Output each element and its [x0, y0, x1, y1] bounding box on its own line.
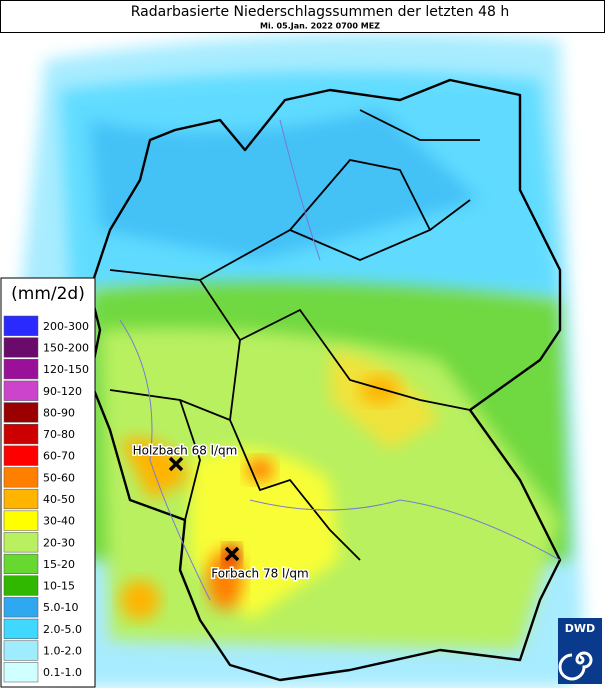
legend-label: 80-90	[43, 406, 75, 419]
legend-swatch	[3, 597, 39, 618]
logo: DWD	[558, 618, 602, 684]
legend-label: 10-15	[43, 580, 75, 593]
legend-title: (mm/2d)	[11, 284, 85, 304]
rivers	[119, 119, 561, 601]
legend-label: 150-200	[43, 341, 89, 354]
legend-label: 2.0-5.0	[43, 623, 82, 636]
legend: (mm/2d) 200-300 150-200 120-150 90-120 80-90…	[0, 277, 96, 688]
legend-swatch	[3, 359, 39, 380]
legend-swatch	[3, 445, 39, 466]
legend-swatch	[3, 662, 39, 683]
annotation-label: Forbach 78 l/qm	[211, 567, 309, 581]
subtitle: Mi. 05.Jan. 2022 0700 MEZ	[260, 22, 380, 31]
legend-label: 15-20	[43, 558, 75, 571]
legend-label: 90-120	[43, 385, 82, 398]
legend-label: 30-40	[43, 515, 75, 528]
legend-swatch	[3, 488, 39, 510]
legend-label: 5.0-10	[43, 601, 78, 614]
title: Radarbasierte Niederschlagssummen der le…	[131, 4, 510, 20]
header-box	[0, 0, 605, 33]
legend-label: 20-30	[43, 536, 75, 549]
legend-swatch	[3, 640, 39, 661]
legend-swatch	[3, 553, 39, 575]
legend-label: 40-50	[43, 493, 75, 506]
legend-label: 60-70	[43, 450, 75, 463]
legend-swatch	[3, 575, 39, 596]
legend-swatch	[3, 618, 39, 639]
legend-label: 70-80	[43, 428, 75, 441]
state-borders	[109, 109, 480, 561]
legend-swatch	[3, 402, 39, 423]
legend-label: 120-150	[43, 363, 89, 376]
radar-field	[20, 33, 583, 689]
legend-swatch	[3, 510, 39, 531]
legend-swatch	[3, 532, 39, 553]
legend-swatch	[3, 380, 39, 401]
annotation: Forbach 78 l/qm	[210, 546, 310, 582]
annotation: Holzbach 68 l/qm	[131, 442, 239, 472]
legend-swatch	[3, 467, 39, 488]
logo-box	[558, 618, 602, 684]
logo-text: DWD	[565, 622, 595, 635]
legend-label: 1.0-2.0	[43, 645, 82, 658]
legend-label: 200-300	[43, 320, 89, 333]
legend-swatch	[3, 315, 39, 336]
legend-label: 50-60	[43, 471, 75, 484]
annotation-label: Holzbach 68 l/qm	[133, 444, 238, 458]
legend-swatch	[3, 337, 39, 358]
legend-swatch	[3, 423, 39, 445]
legend-label: 0.1-1.0	[43, 666, 82, 679]
